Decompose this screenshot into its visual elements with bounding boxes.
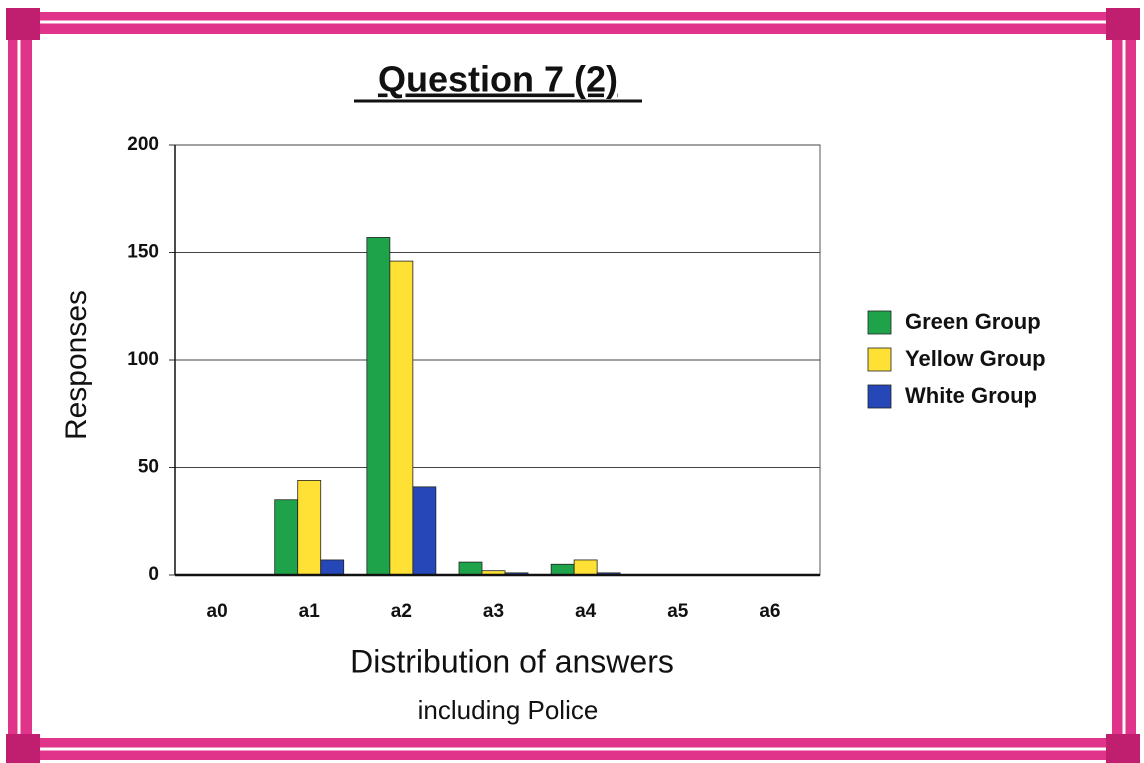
bar xyxy=(412,486,437,576)
bar xyxy=(389,260,414,576)
legend-swatch xyxy=(867,347,892,372)
y-tick-label: 150 xyxy=(127,242,159,263)
bar xyxy=(297,479,322,576)
bar xyxy=(458,561,483,576)
legend-label: Yellow Group xyxy=(905,346,1046,371)
bar xyxy=(573,559,598,576)
x-tick-label: a1 xyxy=(299,601,321,622)
y-tick-label: 100 xyxy=(127,349,159,370)
x-axis-label: Distribution of answers xyxy=(350,643,674,679)
bar xyxy=(274,499,299,576)
y-tick-label: 50 xyxy=(138,457,159,478)
frame xyxy=(6,8,1140,763)
legend-label: Green Group xyxy=(905,309,1041,334)
x-tick-label: a4 xyxy=(575,601,597,622)
bar xyxy=(366,237,391,576)
chart-title: Question 7 (2) xyxy=(378,59,618,100)
bar xyxy=(550,563,575,576)
x-tick-label: a0 xyxy=(207,601,228,622)
x-tick-label: a3 xyxy=(483,601,504,622)
legend-label: White Group xyxy=(905,383,1037,408)
x-tick-label: a6 xyxy=(759,601,780,622)
y-axis-label: Responses xyxy=(60,290,93,440)
y-tick-label: 200 xyxy=(127,134,159,155)
legend-swatch xyxy=(867,310,892,335)
x-axis-sublabel: including Police xyxy=(418,695,599,725)
x-tick-label: a5 xyxy=(667,601,689,622)
legend-swatch xyxy=(867,384,892,409)
y-tick-label: 0 xyxy=(148,564,159,585)
bar xyxy=(320,559,345,576)
x-tick-label: a2 xyxy=(391,601,412,622)
